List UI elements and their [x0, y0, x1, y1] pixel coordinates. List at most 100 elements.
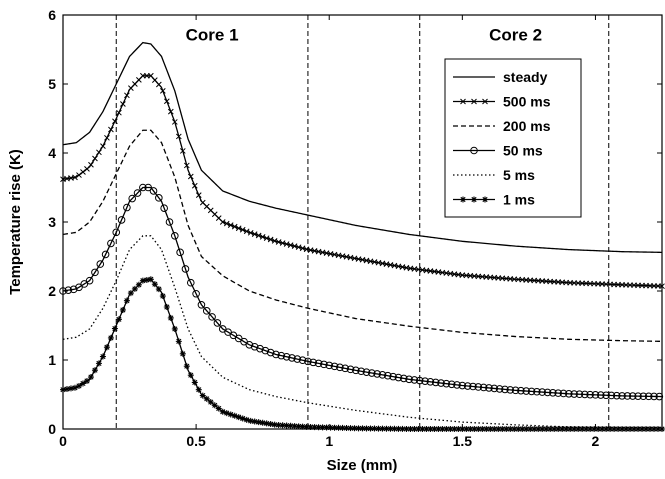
data-point: [79, 380, 86, 387]
data-point: [135, 281, 142, 288]
series-layer: [59, 41, 665, 432]
x-tick-label: 1.5: [453, 433, 473, 449]
data-point: [389, 372, 397, 381]
data-point: [235, 414, 242, 421]
data-point: [91, 268, 99, 277]
data-point: [359, 425, 366, 432]
data-point: [479, 383, 488, 392]
data-point: [399, 374, 408, 383]
data-point: [119, 306, 126, 313]
data-point: [291, 243, 298, 250]
data-point: [517, 386, 525, 395]
data-point: [315, 424, 322, 431]
y-tick-label: 3: [48, 214, 56, 230]
data-point: [339, 424, 346, 431]
data-point: [116, 109, 122, 116]
data-point: [183, 162, 190, 169]
data-point: [247, 417, 254, 424]
data-point: [243, 416, 250, 423]
data-point: [171, 119, 178, 125]
data-point: [133, 189, 142, 197]
data-point: [453, 381, 461, 389]
data-point: [267, 236, 274, 243]
data-point: [67, 385, 74, 392]
data-point: [271, 238, 278, 244]
y-axis-ticks: 0 1 2 3 4 5 6: [48, 7, 662, 437]
data-point: [612, 391, 621, 400]
data-point: [591, 391, 600, 399]
data-point: [76, 172, 82, 178]
series-50-ms: [59, 183, 664, 401]
data-point: [549, 388, 557, 397]
series-line: [62, 41, 663, 254]
data-point: [373, 370, 381, 378]
data-point: [227, 222, 234, 228]
data-point: [559, 389, 568, 398]
data-point: [277, 351, 286, 360]
data-point: [186, 278, 195, 287]
data-point: [346, 365, 355, 374]
data-point: [175, 133, 182, 140]
data-point: [607, 391, 616, 400]
data-point: [506, 386, 515, 394]
data-point: [195, 386, 202, 393]
data-point: [112, 228, 121, 237]
data-point: [151, 77, 158, 83]
data-point: [460, 98, 466, 105]
data-point: [239, 226, 246, 233]
data-point: [288, 354, 296, 362]
data-point: [320, 360, 328, 369]
data-point: [325, 361, 334, 370]
data-point: [471, 196, 477, 203]
data-point: [64, 286, 73, 294]
data-point: [255, 232, 262, 239]
data-point: [155, 81, 162, 88]
data-point: [115, 316, 122, 323]
data-point: [213, 319, 222, 327]
data-point: [343, 425, 350, 432]
data-point: [231, 223, 238, 230]
data-point: [426, 378, 435, 386]
data-point: [482, 196, 488, 203]
data-point: [485, 384, 493, 392]
legend: steady 500 ms 200 ms 50 ms 5 ms 1 ms: [444, 58, 582, 218]
y-tick-label: 5: [48, 76, 56, 92]
data-point: [63, 386, 70, 393]
data-point: [155, 286, 162, 293]
data-point: [85, 276, 94, 285]
data-point: [357, 367, 365, 376]
data-point: [171, 325, 178, 332]
data-point: [96, 260, 105, 268]
data-point: [256, 344, 264, 353]
data-point: [291, 423, 298, 430]
series-line: [62, 129, 663, 343]
y-tick-label: 2: [48, 283, 56, 299]
data-point: [208, 313, 216, 321]
data-point: [415, 376, 424, 385]
data-point: [72, 174, 78, 181]
data-point: [176, 248, 184, 257]
data-point: [159, 293, 166, 300]
legend-label: 50 ms: [503, 143, 543, 159]
data-point: [267, 421, 274, 428]
data-point: [139, 183, 147, 192]
data-point: [104, 134, 110, 141]
y-tick-label: 6: [48, 7, 56, 23]
data-point: [470, 146, 478, 155]
data-point: [71, 384, 78, 391]
y-axis-label: Temperature rise (K): [7, 149, 24, 295]
data-point: [447, 380, 456, 389]
data-point: [575, 390, 584, 399]
data-point: [347, 425, 354, 432]
data-point: [149, 187, 158, 195]
data-point: [331, 424, 338, 431]
x-tick-label: 0.5: [186, 433, 206, 449]
data-point: [103, 344, 110, 351]
core-label: Core 2: [489, 25, 542, 44]
data-point: [223, 220, 230, 227]
data-point: [565, 390, 573, 398]
data-point: [644, 392, 653, 401]
data-point: [181, 265, 190, 273]
data-point: [511, 386, 520, 395]
data-point: [263, 235, 270, 242]
